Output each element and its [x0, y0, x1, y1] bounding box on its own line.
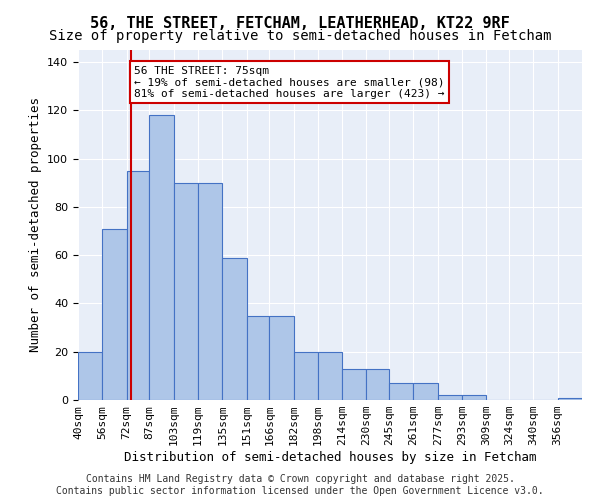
Bar: [558, 398, 582, 400]
Bar: [342, 368, 367, 400]
Text: Size of property relative to semi-detached houses in Fetcham: Size of property relative to semi-detach…: [49, 29, 551, 43]
Bar: [389, 383, 413, 400]
Text: 56 THE STREET: 75sqm
← 19% of semi-detached houses are smaller (98)
81% of semi-: 56 THE STREET: 75sqm ← 19% of semi-detac…: [134, 66, 445, 99]
Bar: [269, 316, 293, 400]
Bar: [413, 383, 438, 400]
Bar: [222, 258, 247, 400]
Text: 56, THE STREET, FETCHAM, LEATHERHEAD, KT22 9RF: 56, THE STREET, FETCHAM, LEATHERHEAD, KT…: [90, 16, 510, 31]
Bar: [462, 395, 487, 400]
Y-axis label: Number of semi-detached properties: Number of semi-detached properties: [29, 98, 41, 352]
Text: Contains HM Land Registry data © Crown copyright and database right 2025.
Contai: Contains HM Land Registry data © Crown c…: [56, 474, 544, 496]
Bar: [198, 183, 222, 400]
Bar: [102, 228, 127, 400]
X-axis label: Distribution of semi-detached houses by size in Fetcham: Distribution of semi-detached houses by …: [124, 451, 536, 464]
Bar: [127, 170, 149, 400]
Bar: [173, 183, 198, 400]
Bar: [78, 352, 102, 400]
Bar: [438, 395, 462, 400]
Bar: [293, 352, 318, 400]
Bar: [367, 368, 389, 400]
Bar: [149, 115, 173, 400]
Bar: [318, 352, 342, 400]
Bar: [247, 316, 269, 400]
